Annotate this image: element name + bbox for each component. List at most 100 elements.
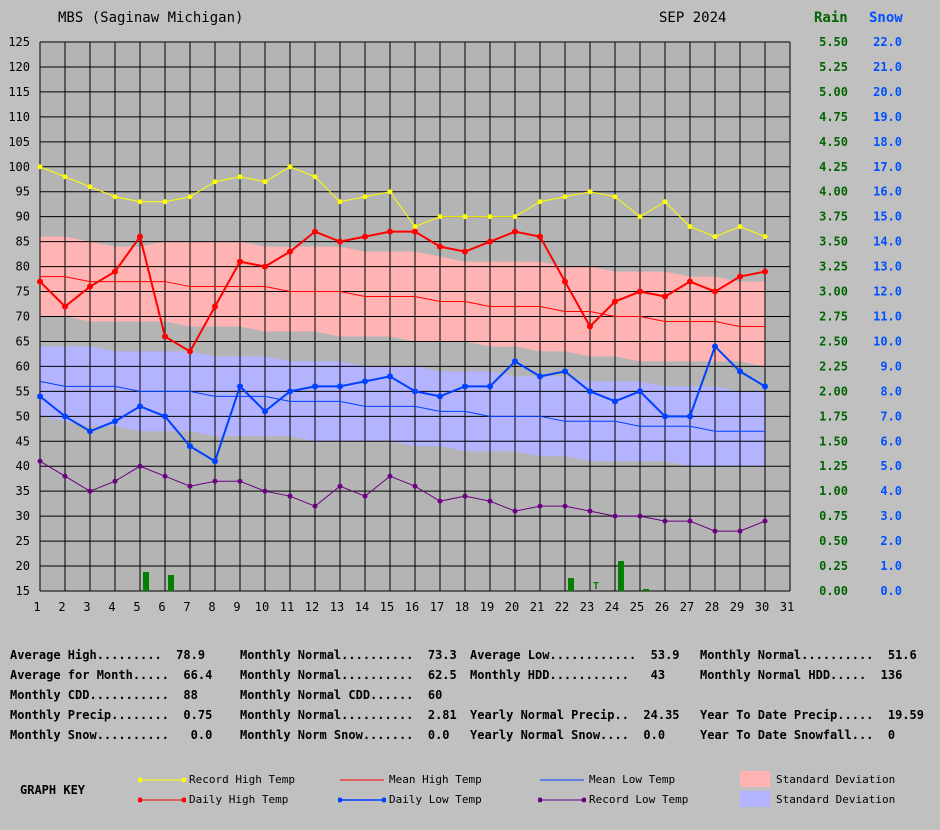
record-low-temp-point (62, 473, 68, 479)
record-low-temp-point (337, 483, 343, 489)
record-high-temp-point (387, 189, 393, 195)
daily-high-temp-point (412, 228, 418, 235)
daily-low-temp-point (587, 388, 593, 395)
rain-tick-label: 4.50 (819, 135, 848, 149)
mean-high-temp-line (40, 276, 765, 327)
x-tick-label: 16 (405, 600, 419, 614)
daily-high-temp-point (212, 303, 218, 310)
daily-high-temp-point (87, 283, 93, 290)
key-swatches-mid (338, 779, 386, 803)
rain-tick-label: 5.50 (819, 35, 848, 49)
record-high-temp-point (162, 199, 168, 205)
stat-ytd-snowfall: Year To Date Snowfall... 0 (700, 728, 896, 742)
snow-tick-label: 16.0 (873, 185, 902, 199)
rain-tick-label: 4.25 (819, 160, 848, 174)
x-tick-label: 26 (655, 600, 669, 614)
y-tick-label: 125 (8, 35, 30, 49)
stat-monthly-precip: Monthly Precip........ 0.75 (10, 708, 213, 722)
daily-low-temp-point (737, 368, 743, 375)
key-daily-high-label: Daily High Temp (189, 793, 289, 806)
x-tick-label: 11 (280, 600, 294, 614)
daily-low-temp-point (512, 358, 518, 365)
y-tick-label: 90 (16, 210, 30, 224)
key-record-high-dot (138, 777, 143, 783)
x-tick-label: 8 (208, 600, 215, 614)
x-tick-label: 22 (555, 600, 569, 614)
record-high-temp-point (412, 224, 418, 230)
daily-high-temp-point (562, 278, 568, 285)
daily-low-temp-point (562, 368, 568, 375)
key-mean-low-label: Mean Low Temp (589, 773, 676, 786)
record-low-temp-point (562, 503, 568, 509)
y-tick-label: 15 (16, 584, 30, 598)
rain-tick-label: 5.25 (819, 60, 848, 74)
record-low-temp-point (387, 473, 393, 479)
daily-low-temp-point (237, 383, 243, 390)
key-record-low-dot (581, 797, 586, 803)
record-high-temp-point (37, 164, 43, 170)
x-tick-label: 31 (780, 600, 794, 614)
stat-normal-snow: Monthly Norm Snow....... 0.0 (240, 728, 450, 742)
daily-low-temp-point (712, 343, 718, 350)
daily-high-temp-point (687, 278, 693, 285)
daily-high-temp-point (137, 233, 143, 240)
snow-tick-label: 17.0 (873, 160, 902, 174)
temperature-chart: T152025303540455055606570758085909510010… (8, 35, 902, 614)
daily-low-temp-point (487, 383, 493, 390)
x-tick-label: 28 (705, 600, 719, 614)
x-tick-label: 1 (33, 600, 40, 614)
rain-axis-title: Rain (814, 10, 848, 26)
y-tick-label: 85 (16, 235, 30, 249)
y-tick-label: 50 (16, 409, 30, 423)
y-tick-label: 25 (16, 534, 30, 548)
record-high-temp-point (212, 179, 218, 185)
x-tick-label: 21 (530, 600, 544, 614)
record-low-temp-point (187, 483, 193, 489)
daily-high-temp-point (262, 263, 268, 270)
stat-yearly-normal-snow: Yearly Normal Snow.... 0.0 (470, 728, 666, 742)
stat-normal-month: Monthly Normal.......... 62.5 (240, 668, 457, 682)
snow-tick-label: 14.0 (873, 235, 902, 249)
daily-high-temp-point (162, 333, 168, 340)
daily-low-temp-point (537, 373, 543, 380)
rain-bar (618, 561, 624, 591)
daily-low-temp-point (612, 398, 618, 405)
daily-high-temp-point (62, 303, 68, 310)
x-tick-label: 17 (430, 600, 444, 614)
daily-low-temp-point (162, 413, 168, 420)
key-record-high-label: Record High Temp (189, 773, 295, 786)
record-low-temp-point (512, 508, 518, 514)
snow-tick-label: 12.0 (873, 285, 902, 299)
rain-tick-label: 4.00 (819, 185, 848, 199)
x-tick-label: 18 (455, 600, 469, 614)
record-high-temp-point (62, 174, 68, 180)
daily-high-temp-point (112, 268, 118, 275)
x-tick-label: 15 (380, 600, 394, 614)
record-high-temp-point (762, 234, 768, 240)
y-tick-label: 70 (16, 310, 30, 324)
record-low-temp-point (712, 528, 718, 534)
daily-low-temp-point (637, 388, 643, 395)
daily-high-temp-point (537, 233, 543, 240)
key-record-high-dot (181, 777, 186, 783)
record-high-temp-point (87, 184, 93, 190)
key-daily-high-dot (138, 797, 143, 803)
y-tick-label: 35 (16, 484, 30, 498)
record-high-temp-point (287, 164, 293, 170)
snow-tick-label: 10.0 (873, 334, 902, 348)
snow-tick-label: 19.0 (873, 110, 902, 124)
daily-low-temp-point (362, 378, 368, 385)
rain-bar (168, 575, 174, 591)
key-std-high-label: Standard Deviation (776, 773, 896, 786)
daily-high-temp-point (487, 238, 493, 245)
daily-low-temp-point (762, 383, 768, 390)
rain-tick-label: 3.50 (819, 235, 848, 249)
rain-tick-label: 4.75 (819, 110, 848, 124)
x-tick-label: 5 (133, 600, 140, 614)
graph-key: GRAPH KEY Record High Temp Daily High Te… (0, 770, 940, 820)
month-title: SEP 2024 (659, 10, 727, 26)
record-high-temp-point (187, 194, 193, 200)
y-tick-label: 60 (16, 359, 30, 373)
y-tick-label: 20 (16, 559, 30, 573)
daily-high-temp-point (662, 293, 668, 300)
